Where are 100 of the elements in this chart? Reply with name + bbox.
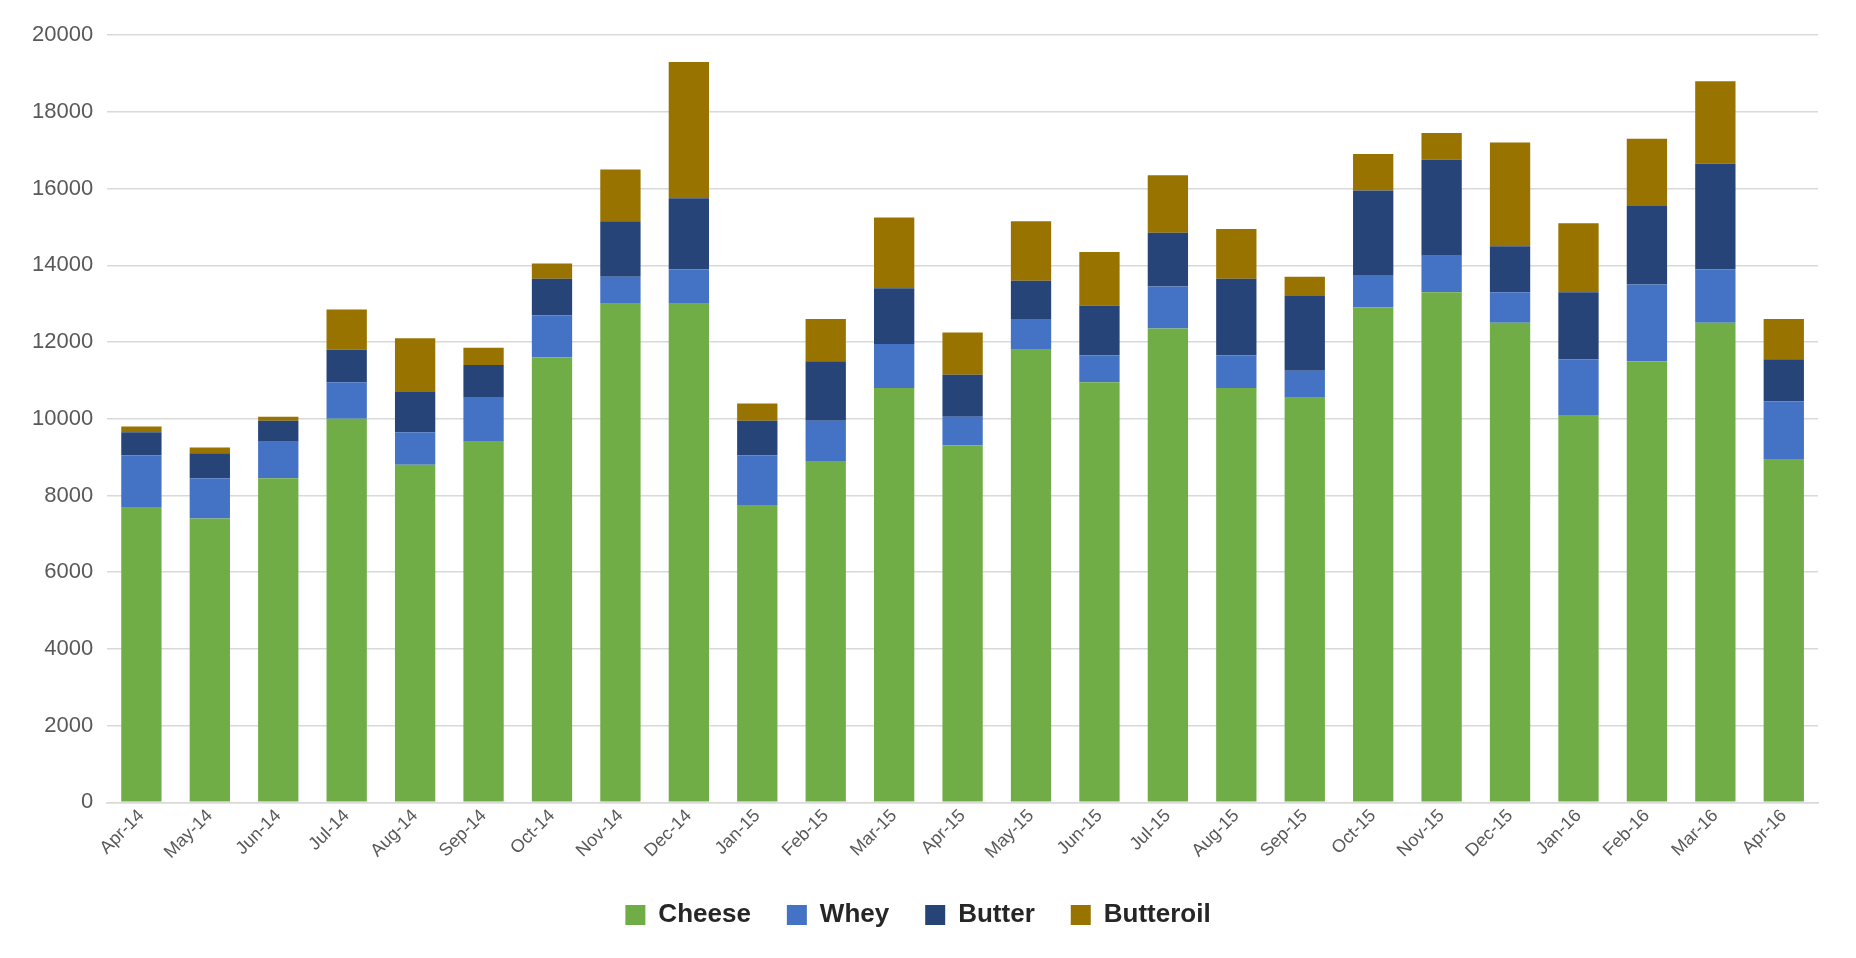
bar	[1421, 255, 1462, 293]
legend-label: Cheese	[658, 898, 751, 929]
bar	[1695, 163, 1736, 270]
bar	[394, 338, 436, 392]
bar	[1284, 296, 1325, 371]
bar	[463, 397, 504, 442]
bar	[1626, 205, 1668, 285]
bar	[326, 382, 367, 419]
bar	[463, 347, 504, 366]
bar	[1695, 269, 1736, 323]
bar	[942, 332, 983, 375]
bar	[874, 388, 915, 802]
bar	[394, 464, 436, 802]
bar	[258, 441, 299, 479]
bar	[463, 365, 504, 398]
y-tick-label: 6000	[44, 558, 94, 584]
bar	[1421, 159, 1462, 256]
bar	[1558, 292, 1599, 360]
y-tick-label: 2000	[44, 711, 94, 737]
bar	[600, 276, 641, 304]
bar	[1216, 355, 1257, 389]
bar	[1147, 232, 1189, 287]
bar	[121, 455, 162, 507]
bar	[737, 420, 778, 456]
y-tick-label: 18000	[31, 97, 94, 123]
bar	[1489, 142, 1531, 247]
y-tick-label: 20000	[31, 21, 94, 47]
bar	[1763, 319, 1804, 360]
legend-label: Butteroil	[1103, 898, 1211, 929]
bar	[121, 432, 162, 456]
y-tick-label: 8000	[44, 481, 94, 507]
bar	[1079, 355, 1120, 383]
bar	[1216, 228, 1257, 279]
bar	[531, 357, 573, 802]
bar	[1079, 382, 1120, 802]
bar	[874, 343, 915, 389]
bar	[1695, 81, 1736, 164]
bar	[668, 303, 710, 802]
bar	[874, 217, 915, 289]
bar	[942, 416, 983, 446]
bar	[1010, 280, 1052, 320]
y-tick-label: 10000	[31, 404, 94, 430]
bar	[874, 288, 915, 344]
bar	[1079, 251, 1120, 306]
bar	[1421, 292, 1462, 802]
legend-label: Whey	[819, 898, 890, 929]
bar	[326, 349, 367, 383]
bar	[668, 198, 710, 270]
bar	[805, 420, 846, 461]
bar	[189, 478, 230, 519]
bar	[1147, 328, 1189, 802]
bar	[1353, 190, 1394, 275]
bar	[1353, 307, 1394, 802]
bar	[737, 505, 778, 802]
bar	[531, 315, 573, 358]
y-tick-label: 0	[80, 788, 94, 814]
bar	[1763, 401, 1804, 460]
bar	[1010, 319, 1052, 350]
bar	[600, 169, 641, 222]
bar	[326, 309, 367, 350]
bar	[531, 278, 573, 316]
bar	[1626, 138, 1668, 206]
bar	[258, 416, 299, 421]
legend-label: Butter	[958, 898, 1035, 929]
bar	[189, 453, 230, 479]
bar	[1353, 154, 1394, 191]
bar	[1558, 359, 1599, 415]
bar	[1421, 133, 1462, 160]
bar	[1626, 361, 1668, 802]
bar	[668, 62, 710, 199]
bar	[189, 518, 230, 802]
bar	[1763, 459, 1804, 802]
y-tick-label: 4000	[44, 634, 94, 660]
bar	[942, 445, 983, 802]
bar	[1489, 246, 1531, 293]
bar	[531, 263, 573, 279]
bar	[1079, 305, 1120, 356]
bar	[326, 418, 367, 802]
bar	[942, 374, 983, 417]
bar	[805, 460, 846, 802]
bar	[1626, 284, 1668, 362]
bar	[1216, 278, 1257, 356]
bar	[805, 361, 846, 421]
bar	[1284, 370, 1325, 398]
bar	[1695, 322, 1736, 802]
bar	[1353, 274, 1394, 308]
y-tick-label: 14000	[31, 251, 94, 277]
bar	[737, 455, 778, 506]
bar	[1147, 175, 1189, 233]
bar	[1489, 322, 1531, 802]
bar	[1284, 276, 1325, 297]
bar	[600, 221, 641, 277]
bar	[1216, 388, 1257, 802]
y-tick-label: 16000	[31, 174, 94, 200]
bar	[1284, 397, 1325, 802]
bar	[1558, 223, 1599, 293]
bar	[258, 478, 299, 802]
bar	[600, 303, 641, 802]
bar	[258, 420, 299, 442]
bar	[1558, 414, 1599, 802]
